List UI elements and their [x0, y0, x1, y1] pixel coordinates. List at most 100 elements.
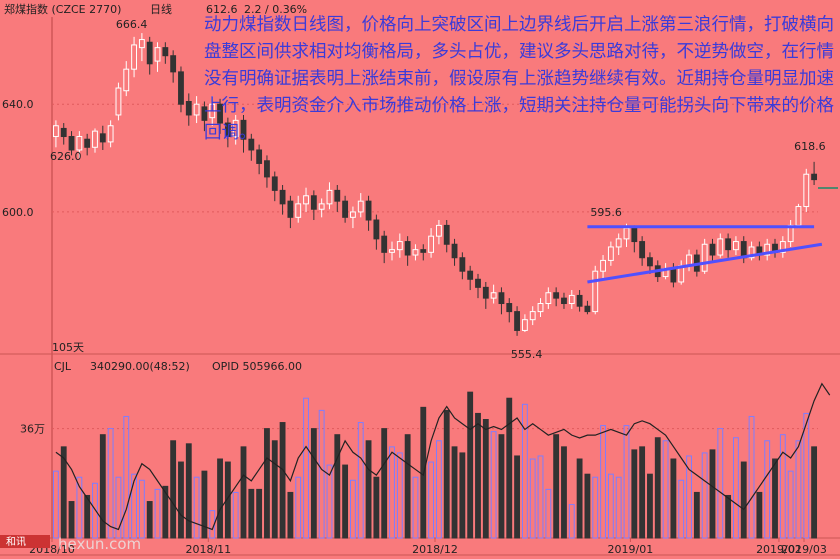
candle: [607, 246, 614, 261]
header-period: 日线: [150, 2, 172, 16]
candle: [576, 294, 583, 307]
candle: [521, 319, 528, 331]
candle: [92, 130, 98, 148]
candle: [60, 127, 67, 138]
volume-bar: [170, 440, 177, 539]
candle: [84, 138, 91, 148]
candle: [459, 257, 466, 272]
volume-bar: [498, 434, 505, 539]
candle: [592, 270, 599, 313]
candle: [232, 119, 239, 138]
volume-bar: [576, 458, 583, 539]
volume-bar: [396, 452, 403, 539]
candle: [303, 195, 309, 205]
footer-site: hexun.com: [58, 535, 141, 553]
volume-bar: [537, 455, 544, 539]
volume-bar: [295, 476, 302, 539]
indicator-name: CJL: [54, 360, 72, 373]
candle: [224, 122, 231, 138]
analysis-annotation: 动力煤指数日线图，价格向上突破区间上边界线后开启上涨第三浪行情，打破横向盘整区间…: [204, 15, 834, 143]
candle: [811, 173, 818, 181]
header-symbol: 郑煤指数 (CZCE 2770): [4, 2, 121, 16]
candle: [490, 292, 497, 299]
candle: [123, 68, 130, 92]
volume-bar: [373, 476, 380, 539]
candle: [467, 270, 474, 280]
volume-bar: [264, 428, 270, 539]
volume-bar: [217, 458, 223, 539]
candle: [420, 249, 427, 253]
candle: [701, 243, 708, 272]
volume-bar: [475, 412, 481, 539]
candle: [107, 125, 114, 143]
volume-bar: [670, 458, 677, 539]
volume-bar: [701, 452, 708, 539]
volume-bar: [748, 415, 755, 539]
x-tick-label: 2019/02: [756, 543, 802, 556]
candle: [803, 173, 810, 208]
volume-bar: [303, 397, 309, 539]
volume-bar: [514, 455, 520, 539]
y-tick-label-600: 600.0: [2, 206, 34, 219]
candle: [271, 176, 278, 191]
candle: [537, 303, 544, 313]
range-top-price-label: 595.6: [590, 206, 622, 219]
volume-bar: [756, 491, 763, 539]
candle: [318, 203, 325, 210]
candle: [178, 71, 184, 105]
candle: [131, 44, 137, 70]
volume-bar: [592, 476, 599, 539]
volume-bar: [123, 415, 130, 539]
volume-bar: [131, 473, 137, 539]
candle: [154, 47, 161, 62]
candle: [779, 241, 786, 253]
volume-bar: [60, 446, 67, 539]
candle: [334, 189, 341, 202]
volume-bar: [561, 446, 567, 539]
candle: [256, 149, 263, 164]
high-price-label: 666.4: [116, 18, 148, 31]
candle: [725, 238, 732, 251]
footer-logo-bg: [0, 535, 50, 548]
volume-bar: [146, 501, 153, 539]
volume-bar: [154, 488, 161, 539]
candle: [748, 246, 755, 259]
volume-bar: [584, 473, 591, 539]
candle: [717, 238, 724, 256]
candle: [52, 125, 59, 138]
volume-bar: [357, 422, 364, 539]
candle: [435, 224, 442, 237]
volume-bar: [654, 437, 661, 539]
x-tick-label: 2018/12: [412, 543, 458, 556]
candle: [217, 103, 223, 124]
volume-bar: [404, 434, 411, 539]
candle: [514, 311, 520, 331]
candle: [381, 235, 388, 253]
candle: [475, 278, 481, 288]
low-price-label: 555.4: [511, 348, 543, 361]
volume-bar: [779, 434, 786, 539]
volume-bar: [428, 461, 435, 539]
candle: [482, 286, 489, 299]
candle: [146, 41, 153, 65]
candle: [389, 249, 395, 253]
candle: [279, 189, 286, 205]
volume-bar: [553, 434, 560, 539]
candle: [545, 292, 552, 305]
candle: [240, 119, 247, 140]
candle: [170, 55, 177, 73]
volume-bar: [178, 461, 184, 539]
candle: [264, 160, 270, 178]
volume-bar: [412, 476, 419, 539]
open-interest-line: [55, 382, 831, 531]
volume-bar: [193, 476, 200, 539]
candle: [670, 268, 677, 283]
volume-bar: [224, 461, 231, 539]
candle: [115, 87, 122, 116]
candle: [600, 259, 606, 272]
volume-bar: [529, 458, 536, 539]
volume-bar: [248, 488, 255, 539]
volume-bar: [435, 440, 442, 539]
volume-bar: [459, 452, 466, 539]
